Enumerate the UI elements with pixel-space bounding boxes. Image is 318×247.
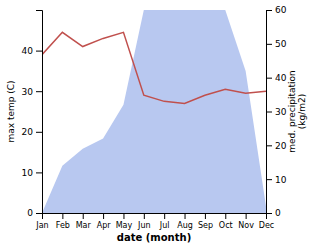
tick-label: 0 — [27, 208, 33, 218]
area — [42, 10, 266, 213]
tick-label: Sep — [198, 221, 213, 230]
axis-line — [43, 214, 267, 220]
tick-label: Mar — [76, 221, 92, 230]
tick: 0 — [27, 208, 42, 218]
tick-mark — [36, 51, 42, 52]
tick: Feb — [56, 213, 70, 230]
tick: 20 — [22, 127, 42, 137]
tick: 30 — [22, 87, 42, 97]
tick-label: 30 — [22, 87, 34, 97]
tick-label: 30 — [275, 107, 287, 117]
tick-mark — [266, 78, 272, 79]
tick: 40 — [22, 46, 42, 56]
tick: 10 — [22, 168, 42, 178]
tick: Oct — [219, 213, 233, 230]
tick-label: Feb — [56, 221, 70, 230]
tick-label: 40 — [22, 46, 34, 56]
tick-mark — [205, 213, 206, 219]
tick-label: Oct — [219, 221, 233, 230]
tick-label: Jul — [159, 221, 170, 230]
tick: 10 — [266, 175, 287, 185]
y2-axis-title: med. precipitation(kg/m2) — [287, 70, 307, 152]
x-axis-title: date (month) — [117, 232, 191, 243]
tick: 0 — [266, 208, 281, 218]
marks — [42, 10, 266, 213]
tick-label: 10 — [275, 175, 287, 185]
tick-mark — [103, 213, 104, 219]
tick: Mar — [76, 213, 92, 230]
tick-mark — [36, 213, 42, 214]
tick-label: Dec — [259, 221, 274, 230]
tick: 30 — [266, 107, 287, 117]
tick-label: 40 — [275, 73, 287, 83]
tick-mark — [225, 213, 226, 219]
tick-label: Aug — [177, 221, 193, 230]
tick: May — [116, 213, 133, 230]
tick-label: Nov — [238, 221, 254, 230]
tick: Nov — [238, 213, 254, 230]
tick: Jul — [159, 213, 170, 230]
plot: JanFebMarAprMayJunJulAugSepOctNovDec0102… — [6, 5, 307, 243]
tick-mark — [266, 179, 272, 180]
tick-mark — [266, 145, 272, 146]
tick-label: 20 — [22, 127, 34, 137]
tick-mark — [123, 213, 124, 219]
tick: Jun — [137, 213, 151, 230]
tick: Aug — [177, 213, 193, 230]
y2-axis-title-line: (kg/m2) — [297, 94, 307, 129]
tick-mark — [62, 213, 63, 219]
tick-label: 10 — [22, 168, 34, 178]
tick-label: 0 — [275, 208, 281, 218]
axis-line — [36, 11, 43, 214]
tick-mark — [36, 91, 42, 92]
y2-axis: 0 10 20 30 40 50 60 — [266, 5, 287, 218]
x-axis: Jan Feb Mar Apr May Jun Jul Aug Sep Oct Nov Dec — [35, 213, 274, 230]
chart: JanFebMarAprMayJunJulAugSepOctNovDec0102… — [0, 0, 318, 247]
y-axis-title: max temp (C) — [6, 80, 16, 142]
tick-label: Jun — [137, 221, 151, 230]
y-axis: 0 10 20 30 40 — [22, 11, 43, 219]
tick-mark — [266, 10, 272, 11]
tick-mark — [36, 132, 42, 133]
tick: Apr — [97, 213, 112, 230]
tick-label: 20 — [275, 141, 287, 151]
tick-mark — [266, 44, 272, 45]
tick-mark — [144, 213, 145, 219]
tick: Sep — [198, 213, 213, 230]
tick: 40 — [266, 73, 287, 83]
tick: Dec — [259, 213, 274, 230]
tick-mark — [164, 213, 165, 219]
tick-mark — [36, 172, 42, 173]
tick-mark — [246, 213, 247, 219]
tick-label: 60 — [275, 5, 287, 15]
tick: Jan — [35, 213, 48, 230]
tick-label: 50 — [275, 39, 287, 49]
tick-label: Jan — [35, 221, 48, 230]
tick: 60 — [266, 5, 287, 15]
tick-label: May — [116, 221, 133, 230]
tick-mark — [185, 213, 186, 219]
tick-mark — [266, 213, 272, 214]
y2-axis-title-line: med. precipitation — [287, 70, 297, 152]
tick: 50 — [266, 39, 287, 49]
tick-mark — [83, 213, 84, 219]
axis-line — [267, 11, 273, 214]
tick: 20 — [266, 141, 287, 151]
tick-mark — [266, 112, 272, 113]
line — [42, 32, 266, 103]
tick-label: Apr — [97, 221, 112, 230]
